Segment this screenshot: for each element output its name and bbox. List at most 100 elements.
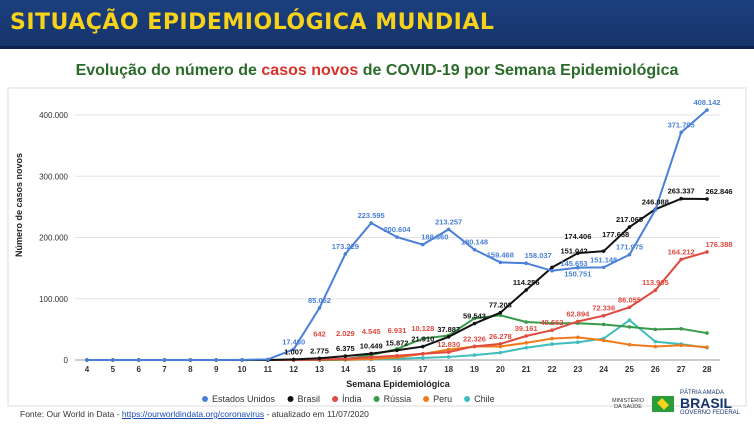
data-point <box>524 261 528 266</box>
data-point <box>550 342 554 346</box>
data-point <box>653 339 658 344</box>
data-point <box>136 358 141 362</box>
data-label: 223.595 <box>358 211 385 220</box>
x-tick-label: 13 <box>315 365 324 374</box>
x-tick-label: 20 <box>496 365 505 374</box>
data-point <box>472 247 477 252</box>
data-point <box>679 130 683 135</box>
data-label: 150.751 <box>564 270 591 279</box>
brand-top: PÁTRIA AMADA <box>679 390 724 396</box>
legend-label: Índia <box>342 394 362 404</box>
data-point <box>162 358 167 362</box>
x-tick-label: 6 <box>136 365 141 374</box>
data-point <box>343 252 348 256</box>
data-label: 145.653 <box>560 259 587 268</box>
data-point <box>601 338 606 343</box>
x-tick-label: 8 <box>188 365 193 374</box>
data-point <box>472 321 477 326</box>
data-point <box>317 356 322 361</box>
x-tick-label: 22 <box>548 365 557 374</box>
data-point <box>627 342 632 347</box>
data-label: 246.088 <box>642 197 669 206</box>
brazil-flag-icon <box>651 395 674 412</box>
x-tick-label: 10 <box>238 365 247 374</box>
data-point <box>498 260 503 265</box>
data-point <box>395 348 399 353</box>
series-line-Brasil <box>87 197 708 361</box>
data-point <box>421 242 425 247</box>
brand-logo: PÁTRIA AMADA BRASIL GOVERNO FEDERAL <box>680 390 740 417</box>
data-point <box>601 322 606 327</box>
data-label: 164.212 <box>668 247 695 256</box>
data-point <box>446 227 451 232</box>
x-tick-label: 15 <box>367 365 376 374</box>
data-point <box>679 326 683 331</box>
legend-label: Rússia <box>384 394 412 404</box>
data-point <box>472 344 477 349</box>
data-point <box>653 288 658 293</box>
x-tick-label: 19 <box>470 365 479 374</box>
legend-marker <box>373 396 380 402</box>
data-point <box>601 265 606 270</box>
x-tick-label: 14 <box>341 365 350 374</box>
x-tick-label: 7 <box>162 365 167 374</box>
data-point <box>550 328 554 332</box>
data-point <box>576 251 580 255</box>
data-point <box>421 344 425 349</box>
data-label: 113.905 <box>642 278 669 287</box>
data-point <box>679 343 683 348</box>
data-point <box>524 334 528 338</box>
data-point <box>446 350 451 354</box>
x-axis-label: Semana Epidemiológica <box>346 379 451 389</box>
data-point <box>653 344 658 349</box>
footer-prefix: Fonte: Our World in Data - <box>20 409 122 419</box>
data-point <box>550 321 554 326</box>
x-tick-label: 9 <box>214 365 219 374</box>
data-point <box>627 252 632 257</box>
data-label: 200.604 <box>383 225 411 234</box>
data-point <box>705 345 709 349</box>
data-label: 151.042 <box>560 246 587 255</box>
title-part: Evolução do número de <box>75 62 262 79</box>
data-point <box>524 320 528 324</box>
legend-marker <box>287 396 294 402</box>
data-label: 408.142 <box>693 98 720 107</box>
legend-marker <box>332 396 339 402</box>
data-label: 263.337 <box>668 187 695 196</box>
y-tick-label: 200.000 <box>39 234 68 243</box>
data-label: 371.705 <box>668 120 695 129</box>
data-point <box>524 288 528 292</box>
data-point <box>627 225 632 229</box>
data-point <box>524 345 528 350</box>
ministry-label: MINISTÉRIO DA SAÚDE <box>611 397 645 410</box>
data-point <box>369 351 373 356</box>
data-point <box>369 221 373 225</box>
data-point <box>240 358 244 362</box>
data-point <box>550 268 554 273</box>
source-link[interactable]: https://ourworldindata.org/coronavirus <box>121 409 265 419</box>
x-tick-label: 12 <box>289 365 298 374</box>
data-point <box>524 341 528 345</box>
data-label: 59.543 <box>463 312 486 321</box>
data-point <box>653 208 658 212</box>
data-label: 171.975 <box>616 243 643 252</box>
data-label: 21.910 <box>411 335 434 344</box>
data-label: 213.257 <box>435 217 462 226</box>
data-point <box>498 313 503 318</box>
data-label: 188.360 <box>421 233 448 242</box>
data-point <box>188 358 193 362</box>
data-label: 173.229 <box>332 242 359 251</box>
data-point <box>85 358 89 362</box>
y-tick-label: 0 <box>64 356 69 365</box>
x-tick-label: 24 <box>599 365 608 374</box>
data-label: 176.388 <box>705 240 732 249</box>
title-highlight: casos novos <box>261 62 359 79</box>
data-label: 114.256 <box>513 278 540 287</box>
data-label: 26.278 <box>489 332 512 341</box>
x-tick-label: 27 <box>677 365 686 374</box>
data-point <box>421 336 425 341</box>
data-point <box>705 108 709 112</box>
data-label: 6.931 <box>388 326 407 335</box>
legend-label: Estados Unidos <box>212 394 276 404</box>
